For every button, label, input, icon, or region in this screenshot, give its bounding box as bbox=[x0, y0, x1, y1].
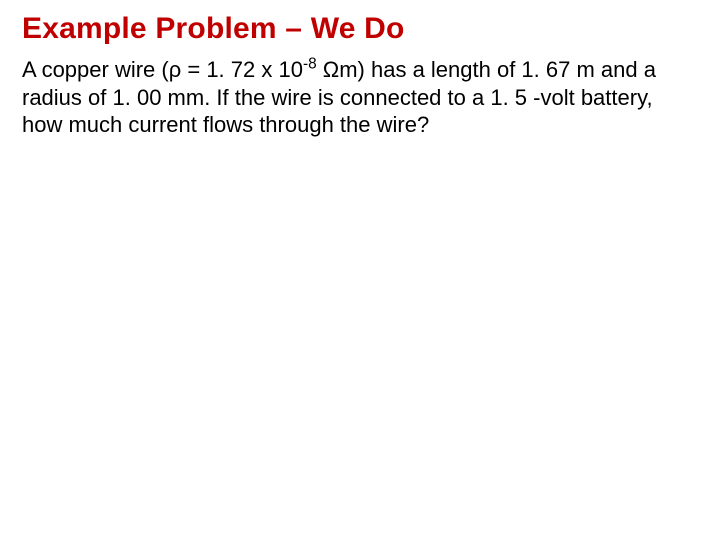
body-equals: = 1. 72 x 10 bbox=[181, 57, 303, 82]
problem-text: A copper wire (ρ = 1. 72 x 10-8 Ωm) has … bbox=[22, 56, 698, 139]
rho-symbol: ρ bbox=[169, 57, 182, 82]
slide-title: Example Problem – We Do bbox=[22, 12, 698, 46]
slide: Example Problem – We Do A copper wire (ρ… bbox=[0, 0, 720, 540]
body-prefix: A copper wire ( bbox=[22, 57, 169, 82]
omega-symbol: Ω bbox=[323, 57, 339, 82]
exponent: -8 bbox=[303, 56, 317, 73]
